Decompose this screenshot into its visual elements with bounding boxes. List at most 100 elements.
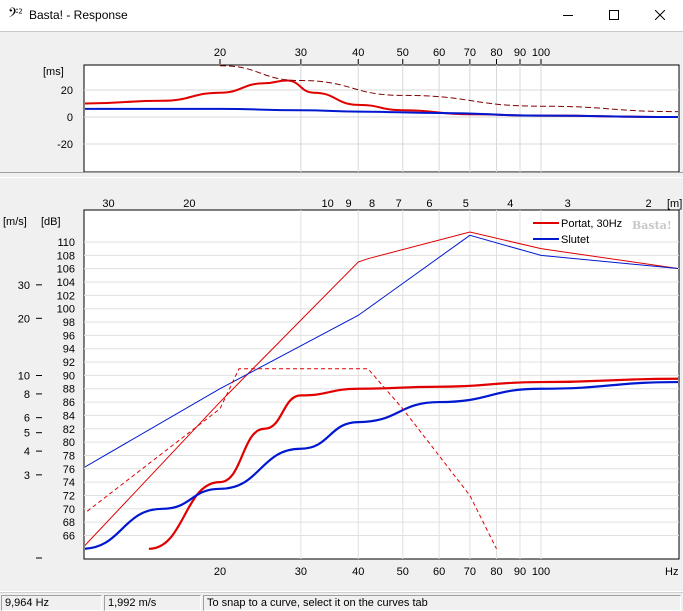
- status-hint: To snap to a curve, select it on the cur…: [203, 595, 681, 611]
- top-y-tick: -20: [57, 139, 73, 151]
- wavelength-tick: 3: [565, 198, 571, 210]
- velocity-tick: 5: [24, 428, 30, 440]
- top-freq-tick: 90: [514, 47, 526, 59]
- basta-watermark: Basta!: [632, 219, 672, 232]
- db-tick: 106: [57, 264, 75, 276]
- bottom-curve-layer: [85, 231, 678, 550]
- db-tick: 66: [63, 530, 75, 542]
- bottom-curve: [85, 234, 678, 468]
- wavelength-tick: 9: [346, 198, 352, 210]
- bottom-freq-tick: 100: [532, 566, 550, 578]
- wavelength-tick: 30: [102, 198, 114, 210]
- bottom-freq-tick: 80: [490, 566, 502, 578]
- maximize-button[interactable]: [591, 0, 637, 31]
- db-tick: 94: [63, 344, 75, 356]
- db-tick: 84: [63, 410, 75, 422]
- db-unit-label: [dB]: [41, 216, 61, 228]
- wavelength-tick: 4: [507, 198, 513, 210]
- velocity-tick: 3: [24, 470, 30, 482]
- db-tick: 80: [63, 437, 75, 449]
- group-delay-chart[interactable]: [ms] 20 30 40 50 60 70 80 90 100 20 0 -20: [0, 31, 683, 173]
- db-tick: 100: [57, 304, 75, 316]
- status-velocity: 1,992 m/s: [104, 595, 201, 611]
- splitter-handle[interactable]: [0, 172, 683, 178]
- legend-label-portat: Portat, 30Hz: [561, 218, 622, 230]
- legend-label-slutet: Slutet: [561, 234, 589, 246]
- top-chart-vgrid: [84, 65, 679, 172]
- minimize-button[interactable]: [545, 0, 591, 31]
- db-tick: 78: [63, 450, 75, 462]
- hz-unit-label: Hz: [665, 566, 678, 578]
- bottom-curves: [85, 231, 678, 550]
- status-bar: 9,964 Hz 1,992 m/s To snap to a curve, s…: [0, 592, 683, 611]
- top-y-tick: 0: [67, 112, 73, 124]
- db-tick: 88: [63, 384, 75, 396]
- db-tick: 68: [63, 517, 75, 529]
- window-title: Basta! - Response: [29, 8, 128, 22]
- wavelength-tick: 8: [369, 198, 375, 210]
- wavelength-tick: 10: [321, 198, 333, 210]
- top-y-tick: 20: [61, 85, 73, 97]
- bottom-curve: [85, 380, 678, 550]
- bottom-freq-tick: 50: [397, 566, 409, 578]
- db-tick: 76: [63, 464, 75, 476]
- close-button[interactable]: [637, 0, 683, 31]
- top-freq-tick: 20: [214, 47, 226, 59]
- velocity-tick: 20: [18, 313, 30, 325]
- velocity-axis: 30 20 10 8 6 5 4 3: [18, 280, 42, 559]
- status-frequency: 9,964 Hz: [1, 595, 102, 611]
- db-tick: 90: [63, 370, 75, 382]
- velocity-tick: 10: [18, 371, 30, 383]
- bottom-curve: [85, 231, 678, 547]
- wavelength-unit-label: [m]: [667, 198, 682, 210]
- bottom-curve: [148, 377, 678, 550]
- top-freq-tick: 50: [397, 47, 409, 59]
- top-freq-tick: 70: [464, 47, 476, 59]
- app-bass-clef-icon: 𝄢2: [8, 5, 23, 24]
- db-tick: 108: [57, 250, 75, 262]
- velocity-tick: 8: [24, 389, 30, 401]
- bottom-plot-frame: [83, 209, 680, 560]
- db-tick: 86: [63, 397, 75, 409]
- top-curve: [219, 65, 679, 113]
- bottom-freq-tick: 40: [352, 566, 364, 578]
- top-curve: [85, 107, 679, 118]
- wavelength-tick: 2: [646, 198, 652, 210]
- top-freq-axis: 20 30 40 50 60 70 80 90 100: [214, 47, 550, 64]
- response-chart[interactable]: [m/s] [dB] [m] Hz 30 20 10 9 8 7 6 5 4 3 2 3020108…: [0, 179, 683, 591]
- velocity-unit-label: [m/s]: [3, 216, 27, 228]
- maximize-icon: [609, 10, 619, 20]
- top-freq-tick: 100: [532, 47, 550, 59]
- bottom-freq-tick: 90: [514, 566, 526, 578]
- wavelength-axis: 30 20 10 9 8 7 6 5 4 3 2: [102, 198, 651, 210]
- db-tick: 96: [63, 330, 75, 342]
- close-icon: [655, 10, 665, 20]
- bottom-freq-axis: 20 30 40 50 60 70 80 90 100: [214, 566, 550, 578]
- velocity-tick: 4: [24, 446, 30, 458]
- bottom-freq-tick: 70: [464, 566, 476, 578]
- minimize-icon: [563, 15, 573, 16]
- db-tick: 72: [63, 490, 75, 502]
- db-tick: 92: [63, 357, 75, 369]
- wavelength-tick: 5: [463, 198, 469, 210]
- top-unit-label: [ms]: [43, 66, 64, 78]
- top-freq-tick: 40: [352, 47, 364, 59]
- db-tick: 82: [63, 424, 75, 436]
- title-bar: 𝄢2 Basta! - Response: [0, 0, 683, 31]
- velocity-tick: 6: [24, 413, 30, 425]
- legend[interactable]: Portat, 30Hz Slutet: [533, 218, 622, 246]
- wavelength-tick: 6: [426, 198, 432, 210]
- db-tick: 98: [63, 317, 75, 329]
- bottom-freq-tick: 30: [295, 566, 307, 578]
- wavelength-tick: 7: [396, 198, 402, 210]
- db-tick: 74: [63, 477, 75, 489]
- top-plot-frame: [83, 64, 680, 173]
- bottom-freq-tick: 60: [433, 566, 445, 578]
- top-freq-tick: 80: [490, 47, 502, 59]
- wavelength-tick: 20: [183, 198, 195, 210]
- top-freq-tick: 60: [433, 47, 445, 59]
- db-tick: 102: [57, 290, 75, 302]
- top-freq-tick: 30: [295, 47, 307, 59]
- velocity-tick: 30: [18, 280, 30, 292]
